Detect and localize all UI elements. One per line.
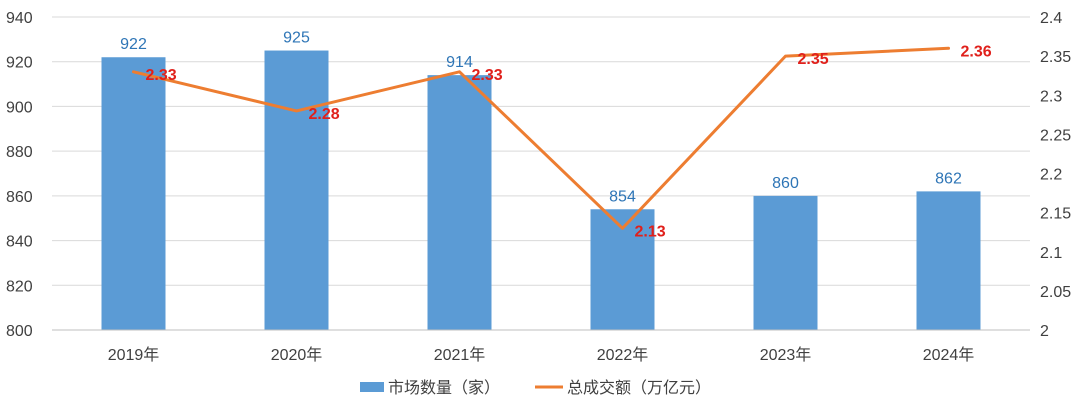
legend-bar-label: 市场数量（家） [388,379,500,397]
x-tick-label: 2023年 [760,346,812,364]
x-tick-label: 2021年 [434,346,486,364]
x-tick-label: 2024年 [923,346,975,364]
line-value-label: 2.36 [961,43,992,60]
bar-2021年 [427,75,492,330]
bar-value-label: 854 [609,188,636,205]
bar-value-label: 914 [446,54,473,71]
y-left-tick-label: 900 [6,99,33,116]
y-right-tick-label: 2.35 [1040,49,1071,66]
y-right-tick-label: 2.2 [1040,167,1062,184]
bar-value-label: 922 [120,36,147,53]
y-right-tick-label: 2 [1040,323,1049,340]
y-left-tick-label: 820 [6,278,33,295]
y-left-tick-label: 920 [6,55,33,72]
legend-bar-swatch [360,382,384,392]
y-right-tick-label: 2.15 [1040,206,1071,223]
line-value-label: 2.33 [472,67,503,84]
bar-value-label: 860 [772,175,799,192]
bar-2023年 [753,195,818,330]
x-tick-label: 2022年 [597,346,649,364]
y-right-tick-label: 2.05 [1040,284,1071,301]
bar-value-label: 862 [935,170,962,187]
y-left-tick-label: 880 [6,144,33,161]
line-value-label: 2.13 [635,223,666,240]
y-right-tick-label: 2.1 [1040,245,1062,262]
y-left-tick-label: 860 [6,189,33,206]
x-tick-label: 2019年 [108,346,160,364]
legend-line-label: 总成交额（万亿元） [567,379,711,397]
x-tick-label: 2020年 [271,346,323,364]
line-value-label: 2.33 [146,67,177,84]
y-left-tick-label: 840 [6,234,33,251]
bar-2024年 [916,191,981,330]
y-right-tick-label: 2.3 [1040,88,1062,105]
line-series-total-turnover [132,46,950,230]
bar-2020年 [264,50,329,331]
y-left-tick-label: 940 [6,10,33,27]
y-left-tick-label: 800 [6,323,33,340]
bar-2019年 [101,57,166,330]
bar-value-label: 925 [283,30,310,47]
line-value-label: 2.28 [309,106,340,123]
y-right-tick-label: 2.25 [1040,127,1071,144]
line-value-label: 2.35 [798,51,829,68]
y-right-tick-label: 2.4 [1040,10,1062,27]
